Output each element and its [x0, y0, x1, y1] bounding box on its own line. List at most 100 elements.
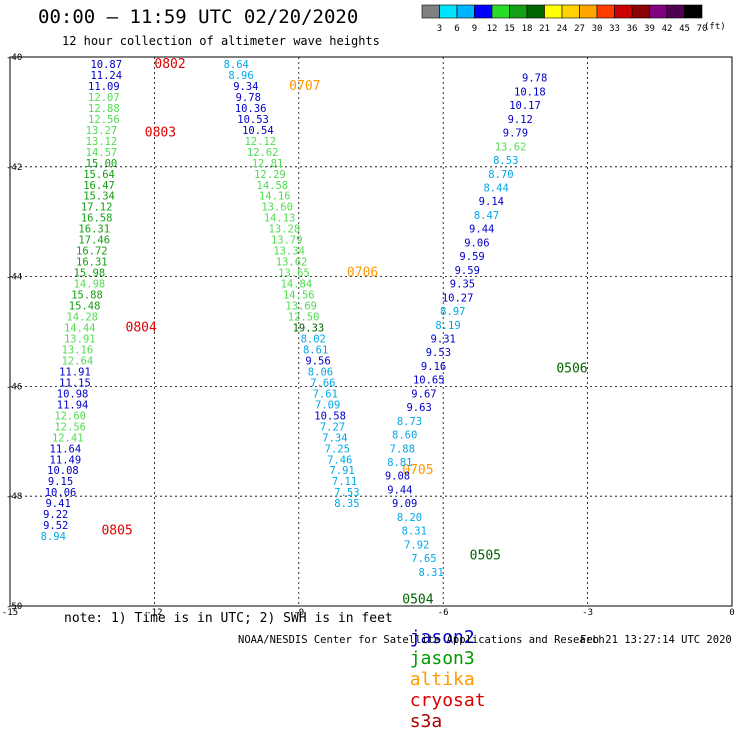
wave-height-value: 8.64	[224, 59, 249, 71]
time-label: 0802	[154, 57, 185, 72]
wave-height-value: 9.12	[508, 114, 533, 126]
wave-height-value: 9.53	[426, 347, 451, 359]
wave-height-value: 12.41	[52, 432, 84, 444]
footer-note: note: 1) Time is in UTC; 2) SWH is in fe…	[64, 611, 393, 626]
colorbar-label: 27	[574, 24, 585, 34]
time-label: 0705	[402, 463, 433, 478]
wave-height-value: 14.28	[66, 312, 98, 324]
wave-height-value: 7.53	[334, 487, 359, 499]
wave-height-value: 9.14	[479, 196, 504, 208]
wave-height-value: 8.31	[419, 567, 444, 579]
wave-height-value: 9.78	[236, 92, 261, 104]
wave-height-value: 10.06	[45, 487, 77, 499]
colorbar-label: 39	[644, 24, 655, 34]
legend-s3a: s3a	[409, 711, 443, 732]
colorbar-label: 15	[504, 24, 515, 34]
wave-height-value: 7.34	[322, 432, 347, 444]
wave-height-value: 12.29	[254, 169, 286, 181]
y-tick-label: -42	[6, 163, 22, 173]
wave-height-value: 14.98	[74, 279, 106, 291]
wave-height-value: 15.34	[83, 191, 115, 203]
colorbar-label: 36	[627, 24, 638, 34]
wave-height-value: 8.60	[392, 430, 417, 442]
time-label: 0804	[126, 321, 157, 336]
wave-height-value: 12.12	[244, 136, 276, 148]
colorbar-label: 24	[557, 24, 568, 34]
wave-height-value: 9.31	[431, 333, 456, 345]
wave-height-value: 11.09	[88, 81, 120, 93]
wave-height-value: 10.17	[509, 100, 541, 112]
wave-height-value: 8.81	[387, 457, 412, 469]
legend-jason2: jason2	[409, 627, 475, 648]
y-tick-label: -46	[6, 382, 22, 392]
wave-height-value: 9.41	[45, 498, 70, 510]
wave-height-value: 8.94	[41, 531, 66, 543]
colorbar-unit: (ft)	[704, 22, 726, 32]
wave-height-value: 15.98	[74, 268, 106, 280]
wave-height-value: 19.33	[293, 323, 325, 335]
colorbar-label: 30	[592, 24, 603, 34]
wave-height-value: 13.79	[271, 235, 303, 247]
wave-height-value: 7.92	[404, 539, 429, 551]
wave-height-value: 11.94	[57, 399, 89, 411]
wave-height-value: 13.12	[86, 136, 118, 148]
wave-height-value: 14.44	[64, 323, 96, 335]
wave-height-value: 7.66	[310, 377, 335, 389]
wave-height-value: 13.62	[276, 257, 308, 269]
wave-height-value: 16.47	[83, 180, 115, 192]
colorbar-label: 9	[472, 24, 477, 34]
y-tick-label: -40	[6, 53, 22, 63]
wave-height-value: 8.70	[488, 169, 513, 181]
wave-height-value: 12.50	[288, 312, 320, 324]
x-tick-label: -15	[2, 608, 18, 618]
x-tick-label: 0	[729, 608, 734, 618]
wave-height-value: 9.52	[43, 520, 68, 532]
wave-height-value: 8.53	[493, 155, 518, 167]
legend-jason3: jason3	[409, 648, 475, 669]
wave-height-value: 16.31	[76, 257, 108, 269]
wave-height-value: 9.59	[459, 251, 484, 263]
wave-height-value: 9.44	[469, 224, 494, 236]
colorbar-label: 3	[437, 24, 442, 34]
legend-cryosat: cryosat	[409, 690, 486, 711]
wave-height-value: 9.63	[406, 402, 431, 414]
wave-height-value: 9.16	[421, 361, 446, 373]
wave-height-value: 13.69	[285, 301, 317, 313]
wave-height-value: 12.62	[247, 147, 279, 159]
wave-height-value: 14.57	[86, 147, 118, 159]
wave-height-value: 8.44	[483, 183, 508, 195]
wave-height-value: 11.64	[50, 443, 82, 455]
wave-height-value: 15.48	[69, 301, 101, 313]
wave-height-value: 9.59	[455, 265, 480, 277]
wave-height-value: 10.87	[90, 59, 122, 71]
wave-height-value: 9.56	[305, 355, 330, 367]
wave-height-value: 7.25	[325, 443, 350, 455]
chart-title: 00:00 – 11:59 UTC 02/20/2020	[38, 6, 359, 28]
satellite-legend: jason2 jason3 altika cryosat s3a	[388, 606, 496, 732]
wave-height-value: 9.22	[43, 509, 68, 521]
wave-height-value: 16.72	[76, 246, 108, 258]
wave-height-value: 8.20	[397, 512, 422, 524]
wave-height-value: 9.09	[392, 498, 417, 510]
colorbar-label: 42	[662, 24, 673, 34]
wave-height-value: 7.65	[411, 553, 436, 565]
time-label: 0707	[289, 79, 320, 94]
wave-height-value: 13.28	[269, 224, 301, 236]
wave-height-value: 11.15	[59, 377, 91, 389]
wave-height-value: 13.27	[86, 125, 118, 137]
wave-height-value: 13.65	[278, 268, 310, 280]
wave-height-value: 8.61	[303, 344, 328, 356]
x-tick-label: -9	[293, 608, 304, 618]
time-label: 0706	[347, 266, 378, 281]
colorbar-label: 12	[487, 24, 498, 34]
wave-height-value: 11.49	[50, 454, 82, 466]
time-label: 0805	[101, 524, 132, 539]
wave-height-value: 8.97	[440, 306, 465, 318]
wave-height-value: 13.62	[495, 141, 527, 153]
wave-height-value: 8.02	[301, 333, 326, 345]
wave-height-value: 7.61	[313, 388, 338, 400]
time-label: 0504	[402, 592, 433, 607]
colorbar-label: 70	[697, 24, 708, 34]
wave-height-value: 8.35	[334, 498, 359, 510]
wave-height-value: 15.64	[83, 169, 115, 181]
